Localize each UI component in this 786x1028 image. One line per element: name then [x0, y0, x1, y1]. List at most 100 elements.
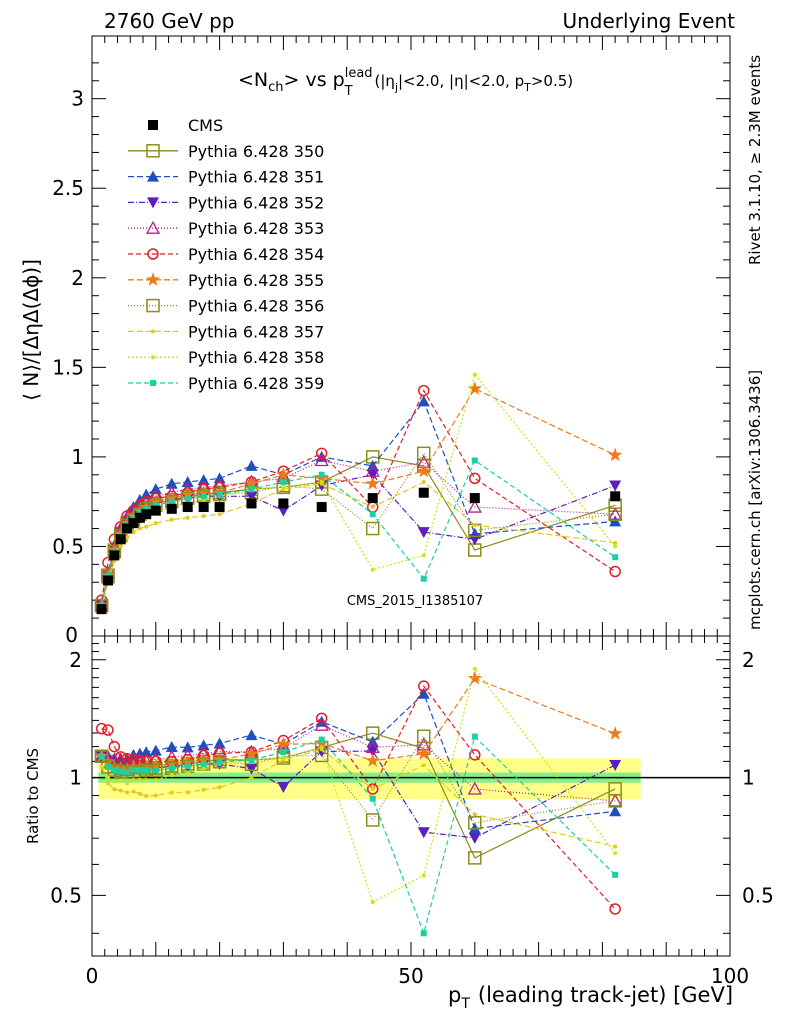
header-right-label: Underlying Event [562, 9, 735, 33]
ratio-point-pythia-6-428-351 [245, 729, 258, 741]
data-point-cms [246, 498, 257, 509]
data-point-pythia-6-428-351 [213, 472, 226, 484]
data-point-cms [166, 503, 177, 514]
ratio-point-pythia-6-428-359 [168, 765, 175, 772]
ratio-point-pythia-6-428-355 [196, 752, 211, 766]
legend-marker-pythia-6-428-352 [147, 197, 159, 209]
ratio-point-pythia-6-428-354 [418, 680, 430, 692]
ratio-point-pythia-6-428-355 [365, 753, 380, 767]
data-point-cms [122, 523, 133, 534]
ratio-point-pythia-6-428-358 [185, 770, 190, 775]
rivet-label: Rivet 3.1.10, ≥ 2.3M events [746, 55, 764, 265]
ratio-point-pythia-6-428-359 [184, 763, 191, 770]
data-point-pythia-6-428-355 [608, 447, 623, 462]
main-y-tick-label: 3 [71, 87, 84, 111]
legend-label-pythia-6-428-358: Pythia 6.428 358 [188, 348, 324, 367]
data-point-cms [96, 604, 107, 615]
data-point-pythia-6-428-358 [281, 485, 286, 490]
data-point-pythia-6-428-359 [143, 505, 150, 512]
ratio-point-pythia-6-428-355 [164, 756, 179, 770]
ratio-point-pythia-6-428-359 [136, 767, 143, 774]
x-axis-label-rest: (leading track-jet) [GeV] [478, 983, 733, 1007]
ratio-point-pythia-6-428-355 [244, 746, 259, 761]
ratio-point-pythia-6-428-354 [315, 712, 328, 725]
ratio-y-tick-label-right: 0.5 [742, 883, 774, 907]
plot-title: <Nch> vs plead T(|ηj|<2.0, |η|<2.0, pT>0.… [238, 66, 573, 99]
title-cuts-a: (|η [375, 72, 395, 90]
main-ylabel: ⟨ N⟩/[ΔηΔ(Δϕ)] [19, 259, 43, 401]
data-point-pythia-6-428-355 [148, 494, 163, 508]
ratio-point-pythia-6-428-352 [417, 827, 430, 839]
ratio-point-pythia-6-428-351 [197, 739, 210, 751]
legend-marker-pythia-6-428-351 [147, 170, 159, 182]
data-point-pythia-6-428-357 [201, 514, 206, 518]
main-series-group [94, 372, 623, 615]
x-axis-label-p: p [448, 983, 461, 1007]
ratio-point-pythia-6-428-359 [130, 766, 137, 773]
ratio-point-pythia-6-428-352 [277, 782, 290, 794]
data-point-cms [214, 502, 225, 513]
data-point-pythia-6-428-359 [152, 502, 159, 509]
data-point-pythia-6-428-355 [416, 463, 431, 478]
data-point-cms [278, 498, 289, 509]
legend-label-pythia-6-428-352: Pythia 6.428 352 [188, 193, 324, 212]
ratio-point-pythia-6-428-357 [185, 790, 190, 795]
ratio-point-pythia-6-428-356 [417, 729, 431, 744]
ratio-point-pythia-6-428-356 [365, 813, 380, 827]
ratio-point-pythia-6-428-359 [104, 763, 111, 770]
ratio-point-pythia-6-428-357 [249, 775, 254, 780]
ratio-point-pythia-6-428-358 [99, 764, 104, 769]
main-y-tick-label: 2.5 [52, 176, 84, 200]
ratio-point-pythia-6-428-350 [468, 851, 482, 865]
ratio-y-tick-label: 0.5 [50, 883, 82, 907]
data-point-pythia-6-428-359 [280, 478, 287, 485]
ratio-point-pythia-6-428-357 [370, 786, 375, 791]
ratio-point-pythia-6-428-357 [421, 763, 426, 768]
ratio-point-pythia-6-428-356 [468, 816, 482, 830]
data-point-pythia-6-428-359 [216, 491, 223, 498]
ratio-point-pythia-6-428-358 [370, 900, 375, 905]
data-point-pythia-6-428-353 [365, 463, 380, 477]
main-y-tick-label: 0.5 [52, 534, 84, 558]
ratio-point-pythia-6-428-358 [201, 766, 206, 771]
ratio-y-axis: 0.5 0.5 1 1 2 2 [50, 643, 774, 934]
ratio-point-pythia-6-428-356 [149, 763, 163, 778]
data-point-cms [115, 534, 126, 545]
legend: CMS Pythia 6.428 350 Pythia 6.428 351 Pythi… [128, 116, 324, 393]
data-point-cms [128, 518, 139, 529]
ratio-point-pythia-6-428-351 [417, 687, 430, 699]
main-y-tick-label: 1.5 [52, 355, 84, 379]
ratio-point-pythia-6-428-359 [143, 767, 150, 774]
data-point-pythia-6-428-359 [612, 554, 619, 561]
data-point-pythia-6-428-357 [118, 544, 123, 549]
ratio-point-pythia-6-428-358 [131, 778, 136, 783]
ratio-point-pythia-6-428-357 [144, 794, 149, 799]
ratio-point-pythia-6-428-359 [318, 736, 325, 743]
ratio-point-pythia-6-428-354 [108, 740, 121, 753]
ratio-point-pythia-6-428-352 [468, 832, 481, 844]
legend-marker-pythia-6-428-355 [145, 272, 161, 286]
title-nch-sub: ch [268, 80, 283, 95]
ratio-point-pythia-6-428-357 [472, 812, 477, 817]
mcplots-label: mcplots.cern.ch [arXiv:1306.3436] [746, 370, 764, 630]
data-point-pythia-6-428-352 [245, 491, 258, 503]
ratio-point-pythia-6-428-357 [169, 790, 174, 795]
data-point-pythia-6-428-355 [244, 476, 259, 490]
data-point-pythia-6-428-356 [212, 487, 227, 502]
ratio-point-pythia-6-428-351 [149, 744, 162, 756]
data-point-pythia-6-428-351 [245, 459, 258, 471]
data-point-cms [102, 575, 113, 586]
title-cuts-a-sub: j [394, 81, 398, 94]
title-nch: <N [238, 69, 268, 91]
data-point-pythia-6-428-357 [185, 515, 190, 520]
legend-label-cms: CMS [188, 116, 223, 135]
title-vs: > vs p [284, 69, 345, 91]
ratio-point-pythia-6-428-352 [609, 759, 622, 771]
main-y-tick-label: 2 [71, 266, 84, 290]
legend-marker-cms [148, 120, 158, 130]
ratio-point-pythia-6-428-358 [137, 778, 142, 783]
legend-label-pythia-6-428-356: Pythia 6.428 356 [188, 297, 324, 316]
data-point-pythia-6-428-351 [149, 483, 162, 495]
ratio-point-pythia-6-428-351 [213, 737, 226, 749]
